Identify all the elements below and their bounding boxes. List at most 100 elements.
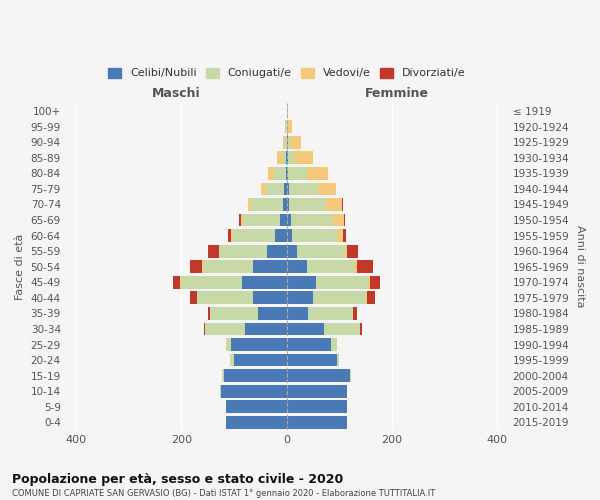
Bar [231,229,232,242]
Bar [221,385,287,398]
Bar [318,182,336,196]
Bar [292,229,337,242]
Bar [308,307,353,320]
Bar [287,245,297,258]
Bar [234,354,287,366]
Bar [204,322,205,336]
Text: Popolazione per età, sesso e stato civile - 2020: Popolazione per età, sesso e stato civil… [12,472,343,486]
Bar [267,245,287,258]
Bar [248,198,251,211]
Bar [232,338,287,351]
Bar [287,416,347,428]
Bar [208,307,211,320]
Bar [331,338,337,351]
Bar [294,152,313,164]
Bar [326,198,342,211]
Bar [274,167,286,180]
Bar [285,136,287,148]
Bar [288,120,292,133]
Bar [287,104,288,118]
Bar [197,292,253,304]
Bar [241,214,242,226]
Bar [291,214,333,226]
Bar [342,198,343,211]
Bar [203,260,253,273]
Bar [229,229,231,242]
Bar [242,276,287,288]
Bar [286,167,287,180]
Bar [366,292,367,304]
Bar [357,260,373,273]
Bar [190,292,197,304]
Bar [208,245,219,258]
Bar [337,354,340,366]
Y-axis label: Anni di nascita: Anni di nascita [575,226,585,308]
Bar [289,182,318,196]
Bar [289,198,326,211]
Bar [337,229,343,242]
Bar [287,338,331,351]
Y-axis label: Fasce di età: Fasce di età [15,234,25,300]
Bar [226,338,232,351]
Bar [287,182,289,196]
Bar [290,136,301,148]
Bar [289,167,307,180]
Bar [287,198,289,211]
Bar [287,354,337,366]
Bar [181,276,242,288]
Bar [287,307,308,320]
Bar [245,322,287,336]
Bar [367,292,374,304]
Bar [370,276,380,288]
Bar [288,136,290,148]
Bar [344,214,345,226]
Bar [253,260,287,273]
Bar [297,245,344,258]
Bar [277,152,282,164]
Bar [275,229,287,242]
Text: COMUNE DI CAPRIATE SAN GERVASIO (BG) - Dati ISTAT 1° gennaio 2020 - Elaborazione: COMUNE DI CAPRIATE SAN GERVASIO (BG) - D… [12,489,435,498]
Bar [226,400,287,413]
Bar [323,322,361,336]
Bar [268,167,274,180]
Bar [284,182,287,196]
Bar [282,152,286,164]
Text: Maschi: Maschi [152,87,200,100]
Bar [239,214,241,226]
Bar [222,370,224,382]
Bar [253,292,287,304]
Bar [350,370,351,382]
Bar [344,245,347,258]
Bar [347,245,358,258]
Bar [190,260,202,273]
Bar [283,136,285,148]
Bar [316,276,368,288]
Bar [258,307,287,320]
Bar [313,292,366,304]
Bar [287,385,347,398]
Bar [230,354,234,366]
Bar [287,322,323,336]
Bar [211,307,258,320]
Bar [288,152,294,164]
Bar [343,229,346,242]
Bar [361,322,362,336]
Bar [287,370,350,382]
Bar [287,260,307,273]
Bar [220,245,267,258]
Bar [251,198,283,211]
Bar [287,167,289,180]
Text: Femmine: Femmine [365,87,429,100]
Bar [333,214,344,226]
Bar [287,400,347,413]
Bar [285,120,286,133]
Bar [307,167,328,180]
Bar [287,152,288,164]
Bar [242,214,280,226]
Bar [354,260,357,273]
Bar [368,276,370,288]
Bar [226,416,287,428]
Bar [287,136,288,148]
Bar [205,322,245,336]
Bar [224,370,287,382]
